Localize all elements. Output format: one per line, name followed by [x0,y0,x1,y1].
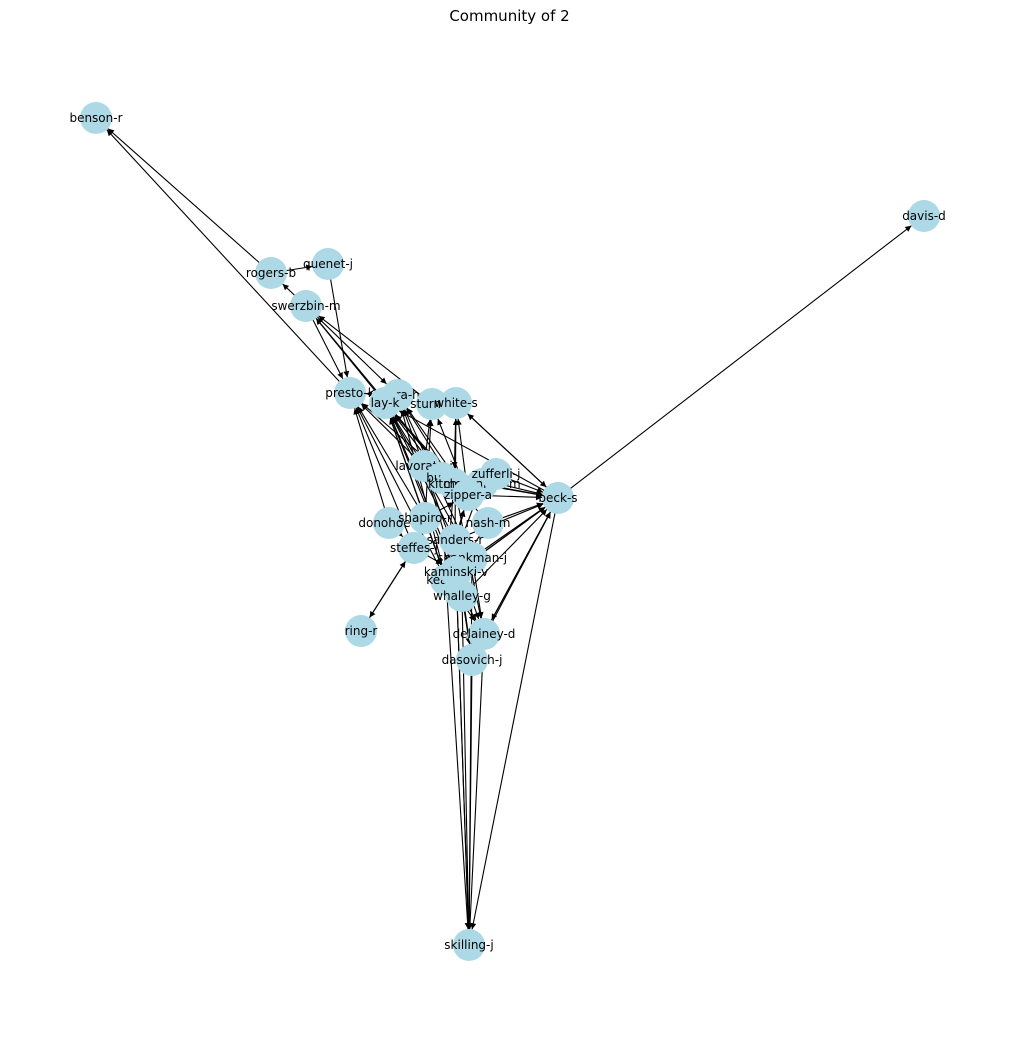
node-nash-m: nash-m [466,507,511,539]
edge-kean-s-to-skilling-j [446,589,471,930]
node-zipper-a: zipper-a [444,479,492,511]
node-label: zufferli-j [472,467,521,481]
node-presto-k: presto-k [325,377,375,409]
edge-donohoe-t-to-presto-k [353,408,387,514]
edge-swerzbin-m-to-arora-h [312,312,387,385]
node-circle [480,458,512,490]
node-label: delainey-d [453,627,516,641]
node-circle [409,502,441,534]
edge-nash-m-to-beck-s [496,502,544,521]
node-circle [542,482,574,514]
node-swerzbin-m: swerzbin-m [271,290,341,322]
node-beck-s: beck-s [538,482,578,514]
node-label: lay-k [371,396,400,410]
node-circle [290,290,322,322]
node-label: donohoe-t [358,516,420,530]
node-lay-k: lay-k [369,387,401,419]
node-circle [345,615,377,647]
node-label: ring-r [345,624,378,638]
node-label: benson-r [69,111,122,125]
node-rogers-b: rogers-b [246,257,296,289]
node-skilling-j: skilling-j [444,929,494,961]
node-white-s: white-s [434,387,478,419]
node-circle [446,580,478,612]
edge-lavorato-j-to-presto-k [361,403,418,460]
node-label: presto-k [325,386,375,400]
node-dasovich-j: dasovich-j [442,644,503,676]
edge-whalley-g-to-beck-s [468,509,548,590]
node-donohoe-t: donohoe-t [358,507,420,539]
node-circle [398,532,430,564]
edge-ring-r-to-steffes-j [365,561,406,624]
node-label: steffes-j [390,541,438,555]
node-circle [255,257,287,289]
graph-title: Community of 2 [449,7,570,25]
edge-beck-s-to-delainey-d [491,506,554,621]
node-label: whalley-g [433,589,491,603]
node-delainey-d: delainey-d [453,618,516,650]
node-label: quenet-j [303,257,353,271]
node-zufferli-j: zufferli-j [472,458,521,490]
node-label: rogers-b [246,266,296,280]
node-label: skilling-j [444,938,493,952]
node-label: swerzbin-m [271,299,340,313]
node-label: white-s [434,396,477,410]
node-ring-r: ring-r [345,615,378,647]
edge-zufferli-j-to-beck-s [504,476,544,493]
node-steffes-j: steffes-j [390,532,438,564]
node-circle [452,479,484,511]
node-davis-d: davis-d [902,200,946,232]
node-label: dasovich-j [442,653,503,667]
node-benson-r: benson-r [69,102,123,134]
node-circle [908,200,940,232]
node-circle [440,387,472,419]
edge-beck-s-to-skilling-j [470,507,557,930]
node-kaminski-v: kaminski-v [424,556,488,588]
edge-kean-s-to-arora-h [400,410,445,571]
node-quenet-j: quenet-j [303,248,353,280]
nodes-layer: benson-r davis-d quenet-j rogers-b swerzbin-… [69,102,946,961]
node-label: beck-s [538,491,577,505]
edge-sanders-r-to-skilling-j [454,549,472,930]
node-circle [468,618,500,650]
edge-quenet-j-to-presto-k [329,273,350,378]
node-circle [456,644,488,676]
edge-swerzbin-m-to-presto-k [309,314,344,379]
node-circle [440,556,472,588]
node-circle [369,387,401,419]
edge-rogers-b-to-benson-r [107,128,265,268]
node-shapiro-r: shapiro-r [398,502,452,534]
node-circle [334,377,366,409]
node-label: nash-m [466,516,511,530]
node-circle [80,102,112,134]
node-circle [312,248,344,280]
edge-beck-s-to-davis-d [565,225,912,493]
node-label: shapiro-r [398,511,452,525]
node-circle [373,507,405,539]
edge-presto-k-to-benson-r [106,129,344,387]
edge-shapiro-r-to-presto-k [357,406,421,511]
node-label: davis-d [902,209,946,223]
node-whalley-g: whalley-g [433,580,491,612]
node-circle [453,929,485,961]
edge-beck-s-to-white-s [467,413,552,492]
node-label: kaminski-v [424,565,488,579]
edge-lavorato-j-to-arora-h [402,409,422,458]
node-label: zipper-a [444,488,492,502]
node-circle [472,507,504,539]
node-circle [416,388,448,420]
edge-beck-s-to-lay-k [398,410,550,494]
edge-delainey-d-to-skilling-j [467,643,485,930]
